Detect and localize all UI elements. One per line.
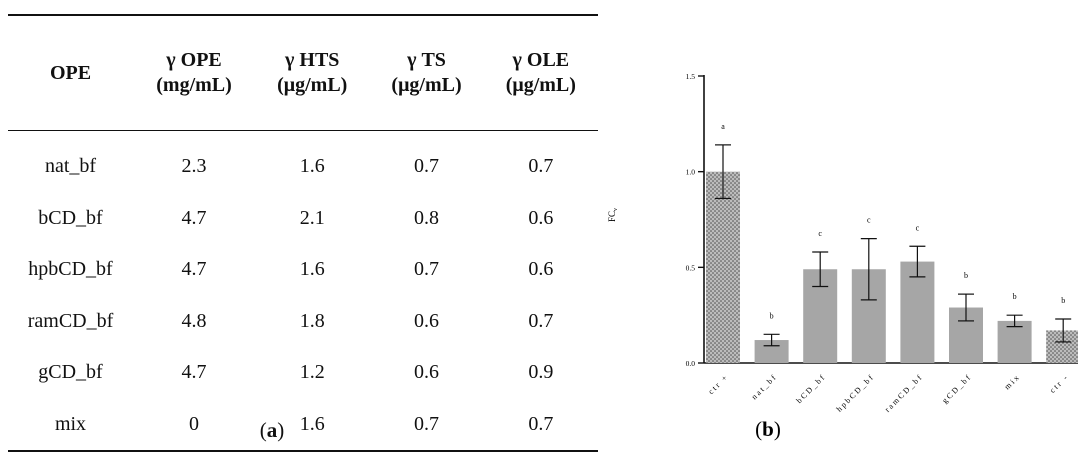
y-axis-label-subscript: v xyxy=(613,208,619,211)
value-cell: 0.9 xyxy=(528,361,554,384)
column-header: γ TS (μg/mL) xyxy=(369,14,484,131)
significance-letter: b xyxy=(1061,296,1065,305)
x-tick-label: hpbCD_bf xyxy=(835,372,877,414)
bar xyxy=(900,261,935,363)
significance-letter: b xyxy=(964,271,968,280)
row-label-cell: hpbCD_bf xyxy=(28,258,113,281)
row-label-cell: bCD_bf xyxy=(38,206,103,229)
y-tick-label: 1.0 xyxy=(686,168,696,177)
table-header: OPE γ OPE (mg/mL) γ HTS (μg/mL) γ TS (μg/mL) γ … xyxy=(8,14,598,131)
caption-a-close: ) xyxy=(277,418,285,442)
value-cell: 4.7 xyxy=(181,258,207,281)
value-cell: 0.7 xyxy=(414,155,440,178)
caption-a: (a) xyxy=(242,418,302,443)
significance-letter: b xyxy=(770,311,774,320)
caption-b-letter: b xyxy=(762,417,774,441)
significance-letter: b xyxy=(1013,292,1017,301)
value-cell: 1.6 xyxy=(255,398,370,452)
value-cell: 0.7 xyxy=(528,155,554,178)
bar xyxy=(706,171,740,363)
x-tick-label: ramCD_bf xyxy=(883,372,925,414)
column-header-title: OPE xyxy=(49,61,92,84)
x-tick-label: mix xyxy=(1003,372,1022,391)
column-header: γ HTS (μg/mL) xyxy=(255,14,370,131)
table-row: gCD_bf 4.7 1.2 0.6 0.9 xyxy=(8,347,598,399)
value-cell: 4.7 xyxy=(181,361,207,384)
x-tick-label: bCD_bf xyxy=(795,372,828,405)
row-label-cell: gCD_bf xyxy=(38,361,103,384)
caption-a-letter: a xyxy=(266,418,278,442)
row-label-cell: ramCD_bf xyxy=(27,309,114,332)
value-cell: 0.6 xyxy=(414,361,440,384)
table-body: nat_bf 2.3 1.6 0.7 0.7 bCD_bf 4.7 2.1 0.8 0.6 hpbC… xyxy=(8,131,598,452)
table-row: ramCD_bf 4.8 1.8 0.6 0.7 xyxy=(8,296,598,348)
caption-b-close: ) xyxy=(774,417,781,441)
caption-b-open: ( xyxy=(755,417,762,441)
column-header: γ OPE (mg/mL) xyxy=(133,14,256,131)
value-cell: 0.6 xyxy=(414,309,440,332)
table-row: mix 0 1.6 0.7 0.7 xyxy=(8,398,598,452)
column-header-unit: (μg/mL) xyxy=(505,74,576,96)
row-label-cell: mix xyxy=(8,398,133,452)
column-header: OPE xyxy=(8,14,133,131)
value-cell: 1.6 xyxy=(299,155,325,178)
significance-letter: a xyxy=(721,122,725,131)
x-tick-label: gCD_bf xyxy=(940,372,973,405)
y-axis-label: FCv xyxy=(607,208,619,222)
table-row: bCD_bf 4.7 2.1 0.8 0.6 xyxy=(8,193,598,245)
value-cell: 0.7 xyxy=(414,258,440,281)
y-tick-label: 0.0 xyxy=(686,359,696,368)
row-label-cell: nat_bf xyxy=(44,155,97,178)
x-tick-label: nat_bf xyxy=(750,372,779,401)
value-cell: 0.7 xyxy=(369,398,484,452)
column-header-title: γ OPE xyxy=(166,49,222,71)
value-cell: 0.6 xyxy=(528,258,554,281)
significance-letter: c xyxy=(867,216,871,225)
value-cell: 4.8 xyxy=(181,309,207,332)
value-cell: 1.6 xyxy=(299,258,325,281)
caption-a-open: ( xyxy=(259,418,267,442)
y-tick-label: 1.5 xyxy=(686,72,696,81)
value-cell: 0.8 xyxy=(414,206,440,229)
table-panel: OPE γ OPE (mg/mL) γ HTS (μg/mL) γ TS (μg/mL) γ … xyxy=(8,14,598,452)
value-cell: 2.1 xyxy=(299,206,325,229)
column-header-title: γ HTS xyxy=(285,49,340,71)
table-row: hpbCD_bf 4.7 1.6 0.7 0.6 xyxy=(8,244,598,296)
column-header-unit: (μg/mL) xyxy=(391,74,462,96)
caption-b: (b) xyxy=(755,417,781,441)
column-header-unit: (μg/mL) xyxy=(277,74,348,96)
bar-chart: 0.0 0.5 1.0 1.5 a ctr + b nat_bf c bCD_bf c hpbCD_b… xyxy=(607,72,1078,441)
bar xyxy=(997,320,1032,363)
value-cell: 4.7 xyxy=(181,206,207,229)
value-cell: 1.8 xyxy=(299,309,325,332)
x-tick-label: ctr - xyxy=(1048,372,1071,395)
y-tick-label: 0.5 xyxy=(686,263,696,272)
value-cell: 0.7 xyxy=(528,309,554,332)
value-cell: 0.7 xyxy=(483,398,598,452)
column-header-title: γ OLE xyxy=(512,49,570,71)
bar xyxy=(754,340,789,363)
value-cell: 0.6 xyxy=(528,206,554,229)
value-cell: 1.2 xyxy=(299,361,325,384)
value-cell: 2.3 xyxy=(181,155,207,178)
concentration-table: OPE γ OPE (mg/mL) γ HTS (μg/mL) γ TS (μg/mL) γ … xyxy=(8,14,598,452)
column-header-unit: (mg/mL) xyxy=(156,74,232,96)
x-tick-label: ctr + xyxy=(706,372,730,396)
significance-letter: c xyxy=(818,229,822,238)
significance-letter: c xyxy=(916,223,920,232)
table-row: nat_bf 2.3 1.6 0.7 0.7 xyxy=(8,131,598,193)
value-cell: 0 xyxy=(133,398,256,452)
column-header-title: γ TS xyxy=(407,49,446,71)
bar xyxy=(1046,330,1078,363)
table-header-row: OPE γ OPE (mg/mL) γ HTS (μg/mL) γ TS (μg/mL) γ … xyxy=(8,14,598,131)
column-header: γ OLE (μg/mL) xyxy=(483,14,598,131)
